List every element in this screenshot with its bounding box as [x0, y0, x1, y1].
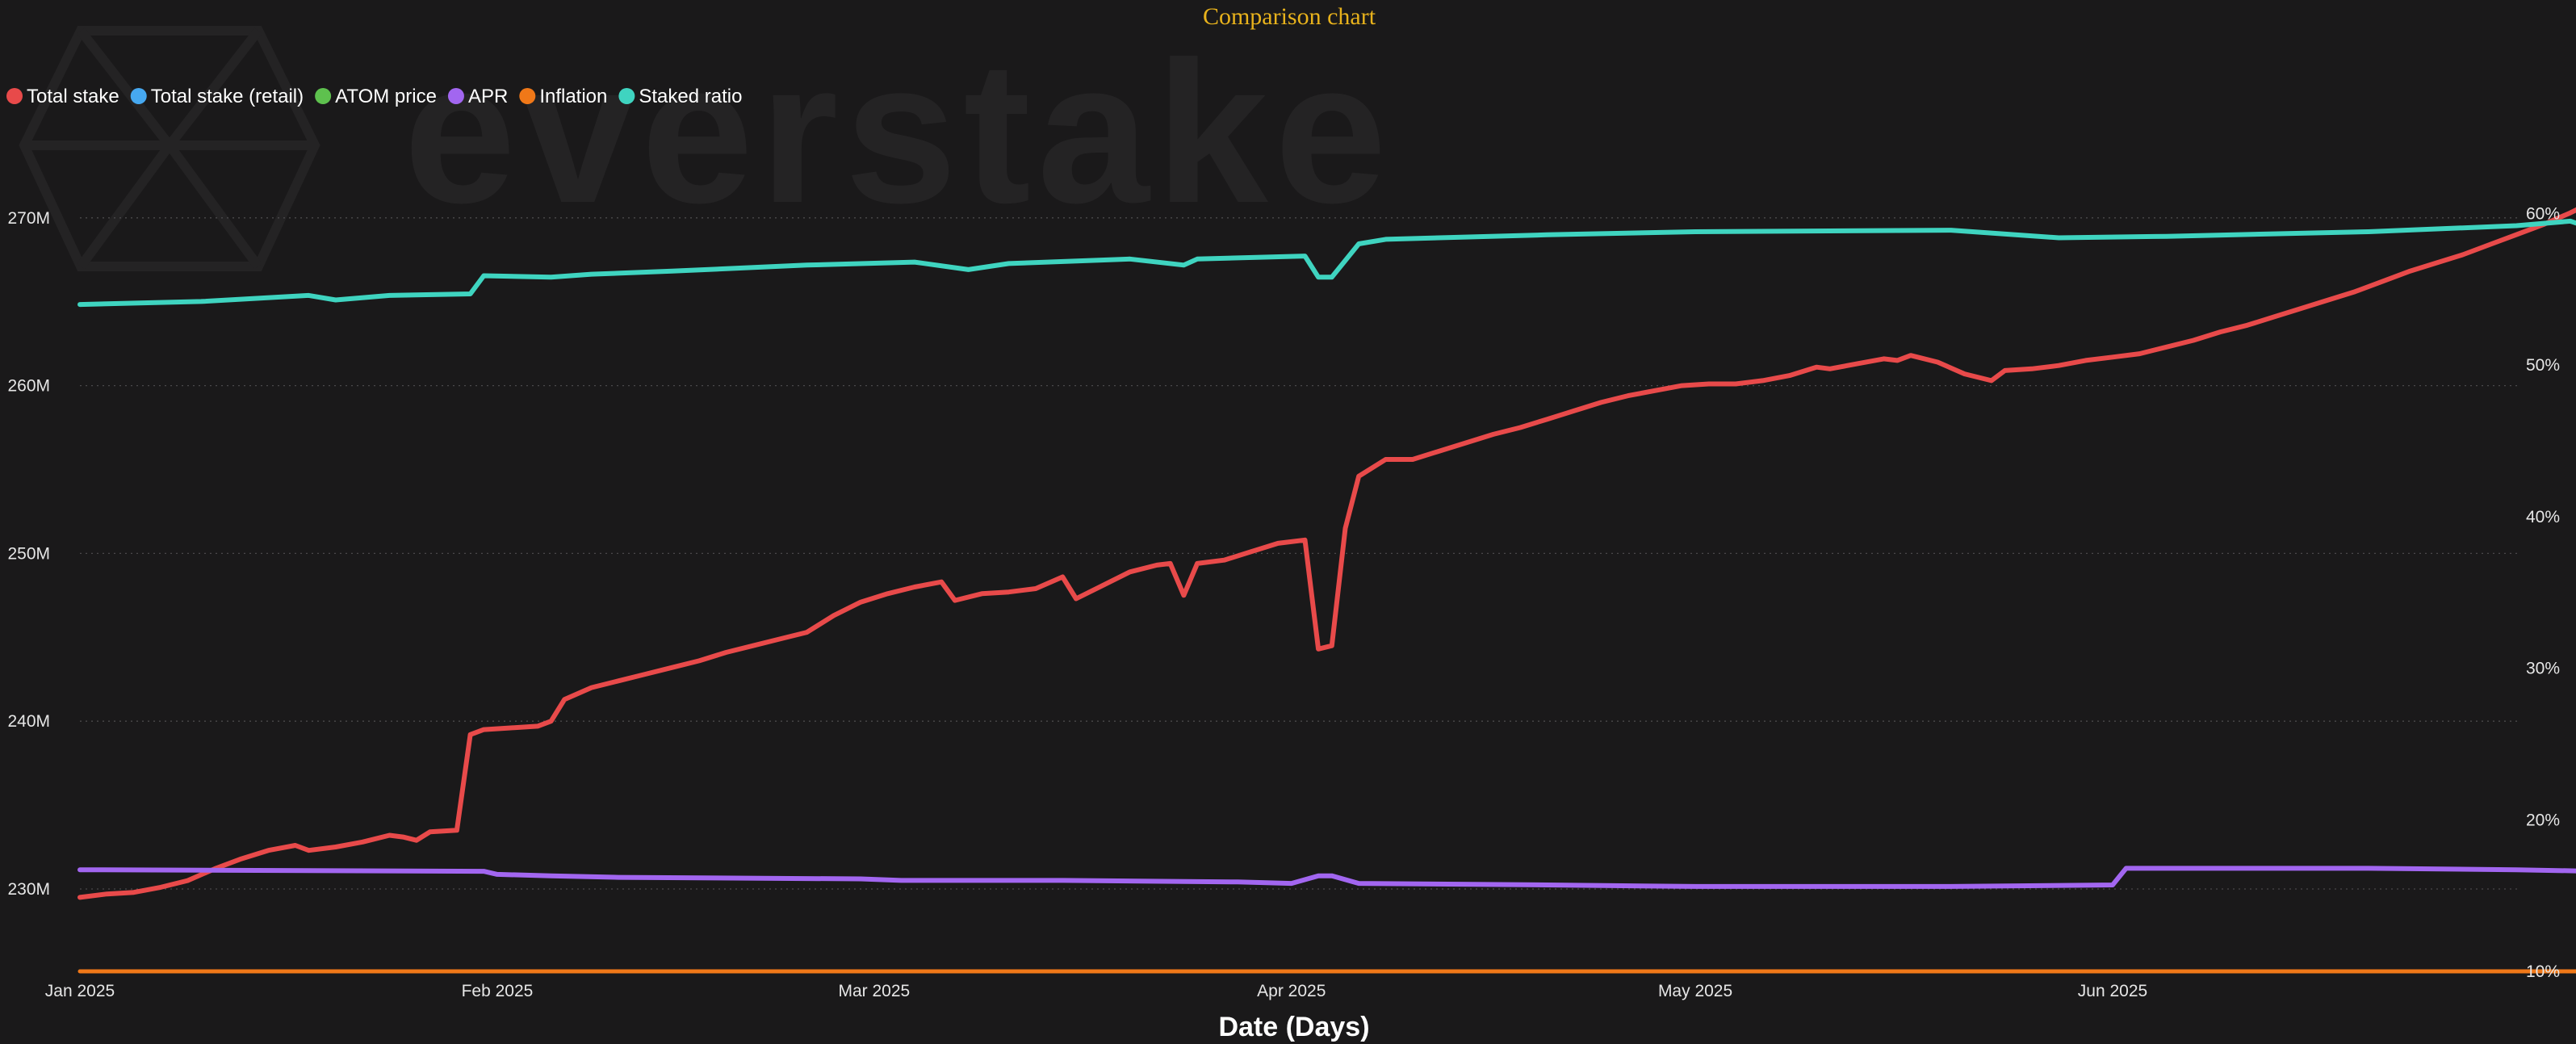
legend-marker-apr	[447, 88, 464, 104]
y-right-tick-label: 50%	[2526, 356, 2560, 375]
y-left-tick-label: 260M	[7, 377, 50, 396]
legend: Total stake Total stake (retail) ATOM pric…	[6, 86, 742, 107]
series-line-staked-ratio	[77, 218, 2576, 308]
legend-marker-staked-ratio	[618, 88, 635, 104]
everstake-logo-icon	[19, 26, 320, 271]
watermark-text: everstake	[404, 19, 1393, 245]
legend-marker-total-stake-retail-	[130, 88, 147, 104]
series-line-apr	[77, 866, 2576, 889]
gridlines	[80, 217, 2519, 890]
legend-marker-inflation	[519, 88, 536, 104]
y-left-tick-label: 270M	[7, 209, 50, 228]
x-tick-label: Mar 2025	[838, 982, 910, 1000]
legend-label-staked-ratio: Staked ratio	[639, 86, 742, 107]
legend-item-staked-ratio[interactable]: Staked ratio	[618, 86, 742, 107]
chart-title: Comparison chart	[1203, 3, 1376, 30]
y-right-tick-label: 10%	[2526, 962, 2560, 981]
y-right-tick-label: 40%	[2526, 508, 2560, 526]
legend-item-apr[interactable]: APR	[447, 86, 508, 107]
y-left-tick-label: 230M	[7, 880, 50, 899]
x-tick-label: Apr 2025	[1257, 982, 1326, 1000]
y-right-tick-label: 30%	[2526, 660, 2560, 678]
everstake-watermark: everstake	[19, 19, 1393, 271]
legend-marker-atom-price	[315, 88, 332, 104]
legend-label-inflation: Inflation	[539, 86, 607, 107]
legend-label-total-stake: Total stake	[27, 86, 119, 107]
y-left-tick-label: 250M	[7, 544, 50, 563]
legend-marker-total-stake	[6, 88, 23, 104]
series-lines	[77, 207, 2576, 974]
legend-item-total-stake[interactable]: Total stake	[6, 86, 119, 107]
series-line-total-stake	[77, 207, 2576, 900]
y-right-tick-label: 20%	[2526, 811, 2560, 829]
x-tick-label: May 2025	[1658, 982, 1732, 1000]
legend-item-atom-price[interactable]: ATOM price	[315, 86, 437, 107]
x-axis-title: Date (Days)	[1218, 1012, 1369, 1042]
x-tick-label: Feb 2025	[462, 982, 534, 1000]
y-left-tick-label: 240M	[7, 712, 50, 731]
legend-label-apr: APR	[468, 86, 508, 107]
axes: 230M 240M 250M 260M 270M 10% 20% 30% 40% 50% 60% Ja…	[7, 205, 2560, 1001]
legend-label-atom-price: ATOM price	[335, 86, 437, 107]
legend-item-inflation[interactable]: Inflation	[519, 86, 607, 107]
x-tick-label: Jun 2025	[2078, 982, 2147, 1000]
x-tick-label: Jan 2025	[45, 982, 115, 1000]
legend-item-total-stake-retail-[interactable]: Total stake (retail)	[130, 86, 304, 107]
legend-label-total-stake-retail-: Total stake (retail)	[151, 86, 304, 107]
y-right-tick-label: 60%	[2526, 205, 2560, 224]
